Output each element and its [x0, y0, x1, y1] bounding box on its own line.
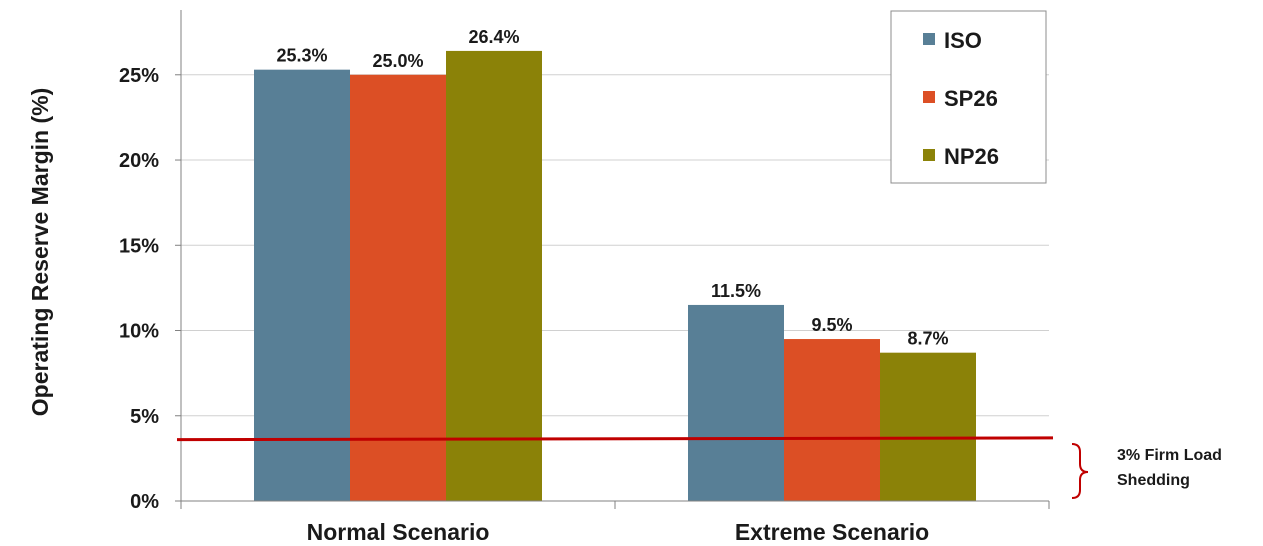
- data-label: 9.5%: [811, 315, 852, 335]
- bars: [254, 50, 976, 502]
- y-tick-label: 0%: [130, 491, 159, 513]
- bar-np26: [446, 50, 542, 502]
- threshold-line: [176, 436, 1054, 442]
- y-tick-label: 25%: [119, 65, 159, 87]
- data-label: 25.3%: [276, 46, 327, 66]
- bar-iso: [688, 304, 784, 501]
- bar-sp26: [350, 74, 446, 501]
- y-tick-label: 10%: [119, 321, 159, 343]
- bar-iso: [254, 69, 350, 501]
- threshold-annotation: 3% Firm Load: [1117, 447, 1222, 464]
- axes: [175, 10, 1050, 509]
- y-axis-title: Operating Reserve Margin (%): [27, 88, 53, 416]
- data-labels: 25.3% 25.0% 26.4% 11.5% 9.5% 8.7%: [276, 27, 948, 349]
- legend-label-sp26: SP26: [944, 86, 998, 111]
- y-tick-label: 5%: [130, 406, 159, 428]
- data-label: 8.7%: [907, 329, 948, 349]
- y-tick-label: 20%: [119, 150, 159, 172]
- legend-swatch-iso: [923, 33, 935, 45]
- legend-swatch-sp26: [923, 91, 935, 103]
- legend-box: [890, 10, 1047, 184]
- bar-np26: [880, 352, 976, 501]
- bar-sp26: [784, 339, 880, 501]
- category-label: Normal Scenario: [307, 519, 490, 545]
- data-label: 26.4%: [468, 27, 519, 47]
- legend-label-iso: ISO: [944, 28, 982, 53]
- category-labels: Normal Scenario Extreme Scenario: [307, 519, 930, 545]
- data-label: 11.5%: [711, 281, 761, 301]
- y-tick-labels: 0% 5% 10% 15% 20% 25%: [119, 65, 159, 513]
- category-label: Extreme Scenario: [735, 519, 929, 545]
- y-tick-label: 15%: [119, 235, 159, 257]
- legend: ISO SP26 NP26: [890, 10, 1047, 184]
- legend-label-np26: NP26: [944, 144, 999, 169]
- data-label: 25.0%: [372, 51, 423, 71]
- threshold-annotation: Shedding: [1117, 472, 1190, 489]
- brace-icon: [1071, 443, 1089, 499]
- threshold: 3% Firm Load Shedding: [176, 436, 1222, 499]
- legend-swatch-np26: [923, 149, 935, 161]
